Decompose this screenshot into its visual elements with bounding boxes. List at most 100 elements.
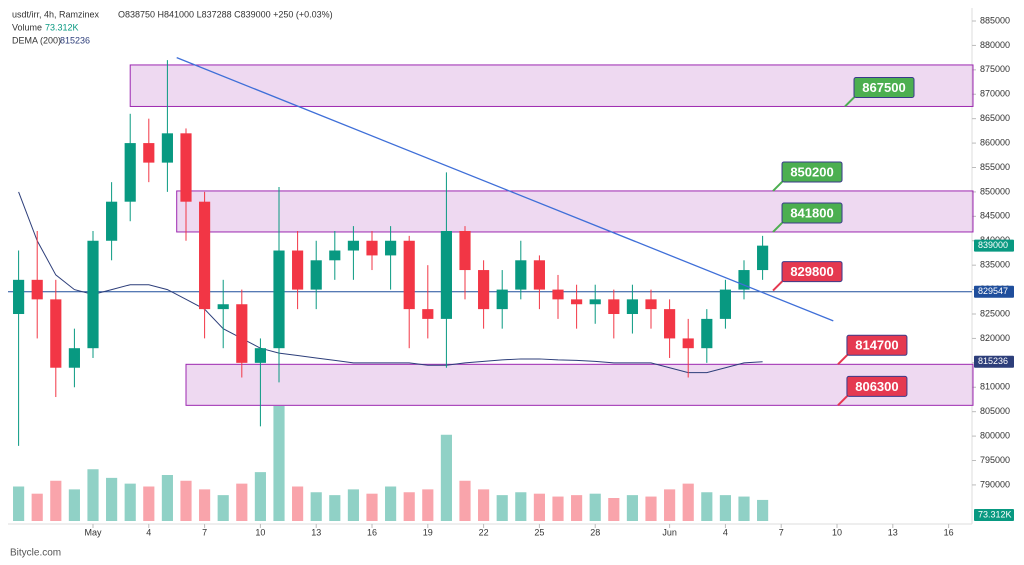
volume-bar — [608, 498, 620, 521]
volume-bar — [199, 489, 211, 521]
quote: O838750 H841000 L837288 C839000 +250 (+0… — [118, 9, 333, 19]
y-tick-label: 835000 — [980, 260, 1010, 270]
candle-body — [366, 240, 378, 256]
tag-label: 814700 — [855, 338, 898, 353]
candle-body — [347, 240, 359, 251]
tag-box — [853, 76, 915, 98]
indicator-title: DEMA (200) — [12, 35, 61, 45]
volume-bar — [440, 434, 452, 521]
x-tick-label: 16 — [944, 527, 954, 537]
candle-body — [440, 230, 452, 319]
tag-label: 841800 — [790, 205, 833, 220]
volume-bar — [329, 495, 341, 521]
dema-label: 815236 — [978, 356, 1008, 366]
candle-body — [273, 250, 285, 349]
y-tick-label: 880000 — [980, 40, 1010, 50]
y-tick-label: 790000 — [980, 479, 1010, 489]
candle-body — [217, 304, 229, 310]
y-tick-label: 870000 — [980, 89, 1010, 99]
candle-body — [459, 230, 471, 271]
x-tick-label: 19 — [423, 527, 433, 537]
volume-bar — [571, 495, 583, 521]
candle-body — [701, 318, 713, 349]
candle-body — [571, 299, 583, 305]
dema-line — [18, 191, 763, 374]
candle-body — [515, 260, 527, 290]
volume-bar — [515, 492, 527, 521]
tag-box — [846, 334, 908, 356]
candle-body — [552, 289, 564, 300]
volume-bar — [589, 493, 601, 521]
candle-body — [422, 309, 434, 319]
volume-bar — [459, 480, 471, 521]
volume-bar — [50, 480, 62, 521]
candle-body — [236, 304, 248, 363]
tag-label: 867500 — [862, 80, 905, 95]
volume-bar — [682, 483, 694, 521]
x-tick-label: 7 — [779, 527, 784, 537]
candle-body — [13, 279, 25, 315]
candle-body — [682, 338, 694, 349]
last-price-label: 839000 — [978, 240, 1008, 250]
volume-bar — [738, 496, 750, 521]
x-tick-label: 4 — [723, 527, 728, 537]
volume-bar — [403, 492, 415, 521]
y-tick-label: 850000 — [980, 186, 1010, 196]
hline-label: 829547 — [978, 286, 1008, 296]
candle-body — [719, 289, 731, 319]
volume-bar — [161, 475, 173, 521]
volume-bar — [626, 495, 638, 521]
volume-axis-label: 73.312K — [978, 509, 1012, 519]
volume-value: 73.312K — [45, 22, 79, 32]
volume-bar — [366, 493, 378, 521]
candle-body — [738, 270, 750, 290]
candle-body — [254, 348, 266, 363]
x-tick-label: 4 — [146, 527, 151, 537]
y-tick-label: 810000 — [980, 382, 1010, 392]
candle-body — [757, 245, 769, 271]
x-tick-label: 22 — [479, 527, 489, 537]
y-tick-label: 825000 — [980, 308, 1010, 318]
volume-bar — [124, 483, 136, 521]
volume-bar — [236, 483, 248, 521]
x-tick-label: 13 — [888, 527, 898, 537]
candle-body — [199, 201, 211, 310]
candle-body — [68, 348, 80, 368]
volume-bar — [273, 406, 285, 521]
volume-bar — [106, 477, 118, 521]
chart-title: usdt/irr, 4h, Ramzinex — [12, 9, 100, 19]
x-tick-label: 7 — [202, 527, 207, 537]
volume-bar — [552, 496, 564, 521]
volume-bar — [757, 499, 769, 521]
candle-body — [664, 309, 676, 339]
candle-body — [478, 270, 490, 310]
candle-body — [106, 201, 118, 241]
volume-bar — [180, 480, 192, 521]
candle-body — [292, 250, 304, 290]
volume-bar — [701, 492, 713, 521]
candle-body — [161, 133, 173, 163]
volume-bar — [310, 492, 322, 521]
candle-body — [329, 250, 341, 261]
candle-body — [180, 133, 192, 202]
tag-box — [781, 161, 843, 183]
volume-bar — [217, 495, 229, 521]
candle-body — [143, 143, 155, 163]
candle-body — [124, 143, 136, 202]
y-tick-label: 845000 — [980, 211, 1010, 221]
candle-body — [310, 260, 322, 290]
candle-body — [608, 299, 620, 315]
y-tick-label: 855000 — [980, 162, 1010, 172]
candle-body — [50, 299, 62, 368]
volume-bar — [68, 489, 80, 521]
candle-body — [385, 240, 397, 256]
indicator-value: 815236 — [60, 35, 90, 45]
volume-bar — [478, 489, 490, 521]
x-tick-label: 13 — [311, 527, 321, 537]
last-price-label-box — [974, 239, 1014, 252]
candle-body — [31, 279, 43, 300]
volume-bar — [13, 486, 25, 521]
zone — [176, 190, 974, 233]
